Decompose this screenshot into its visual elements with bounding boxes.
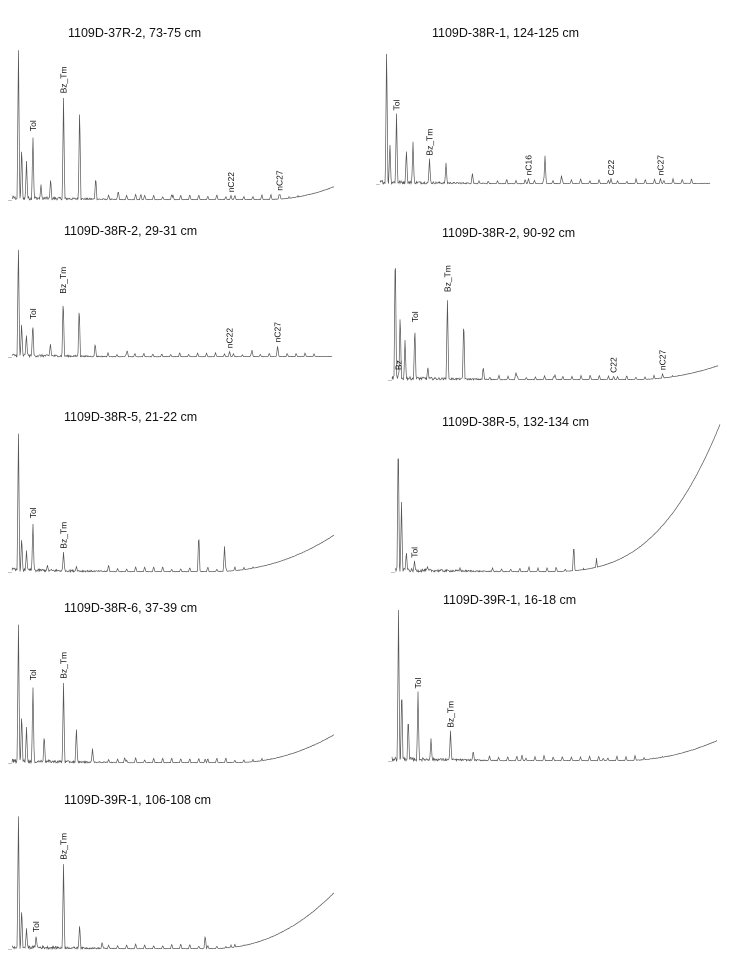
peak-label: Tol (410, 547, 420, 558)
chromatogram-panel: 1109D-38R-2, 29-31 cm Tol Bz_Tm nC22 nC27 (8, 224, 333, 359)
chromatogram-panel: 1109D-37R-2, 73-75 cm Tol Bz_Tm nC22 nC27 (8, 26, 335, 201)
chromatogram-trace (391, 609, 718, 763)
peak-label: C22 (609, 357, 619, 373)
peak-label: Bz_Tm (58, 267, 68, 294)
peak-label: Bz (394, 360, 404, 370)
chromatogram-panel: 1109D-39R-1, 106-108 cm Tol Bz_Tm (8, 793, 335, 951)
peak-label: Bz_Tm (425, 129, 435, 156)
chromatogram-panel: 1109D-38R-2, 90-92 cm Bz Tol Bz_Tm C22 nC27 (388, 226, 719, 382)
chromatogram-trace (11, 624, 335, 765)
peak-label: Tol (28, 507, 38, 518)
panel-title: 1109D-38R-6, 37-39 cm (64, 601, 197, 615)
chromatogram-trace (394, 424, 721, 573)
chromatogram-trace (11, 249, 333, 359)
peak-label: Bz_Tm (59, 66, 69, 93)
chromatogram-trace (379, 53, 711, 185)
panel-title: 1109D-38R-5, 132-134 cm (442, 415, 589, 429)
peak-label: Tol (31, 921, 41, 932)
chromatogram-panel: 1109D-38R-5, 132-134 cm Tol (391, 415, 721, 573)
chromatogram-panel: 1109D-39R-1, 16-18 cm Tol Bz_Tm (388, 593, 718, 763)
peak-label: Tol (28, 308, 38, 319)
peak-label: Bz_Tm (59, 652, 69, 679)
chromatogram-panel: 1109D-38R-1, 124-125 cm Tol Bz_Tm nC16 C22 nC… (376, 26, 711, 185)
chromatogram-panel: 1109D-38R-5, 21-22 cm Tol Bz_Tm (8, 410, 335, 574)
peak-label: Tol (28, 669, 38, 680)
panel-title: 1109D-38R-1, 124-125 cm (432, 26, 579, 40)
peak-label: nC27 (658, 350, 668, 371)
peak-label: Tol (413, 678, 423, 689)
peak-label: Tol (410, 311, 420, 322)
peak-label: Tol (28, 120, 38, 131)
peak-label: C22 (606, 160, 616, 176)
chromatogram-trace (11, 816, 335, 951)
chromatogram-panel: 1109D-38R-6, 37-39 cm Tol Bz_Tm (8, 601, 335, 765)
peak-label: Bz_Tm (442, 265, 452, 292)
peak-label: nC22 (226, 172, 236, 193)
peak-label: nC27 (273, 322, 283, 343)
panel-title: 1109D-38R-5, 21-22 cm (64, 410, 197, 424)
chromatogram-trace (11, 433, 335, 574)
peak-label: nC22 (225, 328, 235, 349)
panel-title: 1109D-39R-1, 106-108 cm (64, 793, 211, 807)
peak-label: nC27 (656, 155, 666, 176)
peak-label: Bz_Tm (59, 522, 69, 549)
panel-title: 1109D-39R-1, 16-18 cm (443, 593, 576, 607)
panel-title: 1109D-37R-2, 73-75 cm (68, 26, 201, 40)
peak-label: Tol (392, 100, 402, 111)
panel-title: 1109D-38R-2, 29-31 cm (64, 224, 197, 238)
chromatogram-trace (391, 268, 719, 382)
peak-label: nC16 (524, 155, 534, 176)
peak-label: Bz_Tm (446, 701, 456, 728)
chromatogram-trace (11, 50, 335, 201)
peak-label: Bz_Tm (59, 833, 69, 860)
panel-title: 1109D-38R-2, 90-92 cm (442, 226, 575, 240)
peak-label: nC27 (274, 170, 284, 191)
